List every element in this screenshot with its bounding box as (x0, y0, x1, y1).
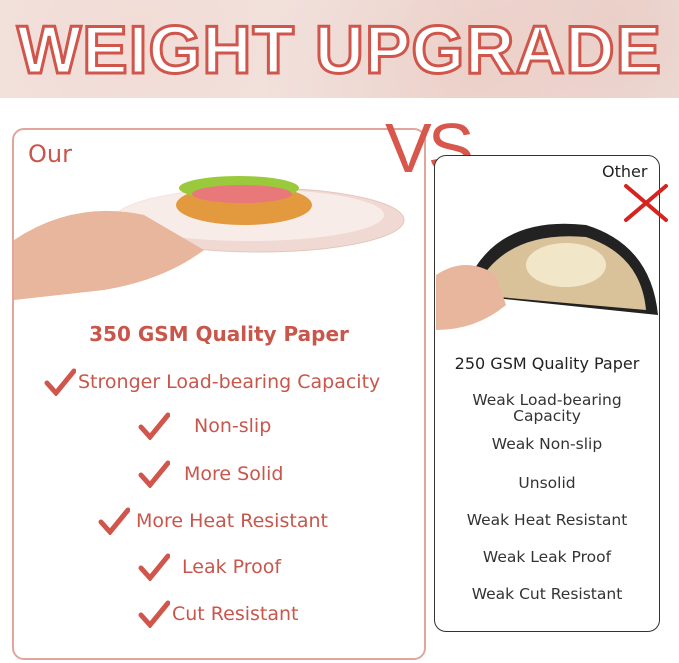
other-label: Other (602, 162, 648, 181)
page-title: WEIGHT UPGRADE (16, 11, 663, 90)
our-feature: More Heat Resistant (98, 507, 328, 535)
other-feature: Weak Non-slip (491, 435, 603, 453)
our-plate-photo (14, 176, 405, 300)
check-icon (44, 368, 76, 396)
our-feature: Non-slip (138, 412, 271, 440)
check-icon (138, 553, 170, 581)
x-icon (624, 184, 668, 222)
other-feature: Weak Leak Proof (482, 548, 612, 566)
other-feature: Unsolid (518, 474, 576, 492)
check-icon (138, 460, 170, 488)
other-feature: Weak Heat Resistant (466, 511, 628, 529)
other-feature: Weak Load-bearing Capacity (472, 391, 622, 425)
other-plate-photo (436, 223, 658, 330)
our-label: Our (28, 140, 72, 168)
other-heading: 250 GSM Quality Paper (454, 354, 640, 373)
check-icon (98, 507, 130, 535)
our-feature: Cut Resistant (138, 600, 299, 628)
check-icon (138, 412, 170, 440)
our-feature: Leak Proof (138, 553, 281, 581)
our-heading: 350 GSM Quality Paper (89, 322, 349, 346)
our-feature: Stronger Load-bearing Capacity (44, 368, 380, 396)
our-feature: More Solid (138, 460, 283, 488)
other-feature: Weak Cut Resistant (471, 585, 623, 603)
banner-background (0, 0, 679, 98)
check-icon (138, 600, 170, 628)
